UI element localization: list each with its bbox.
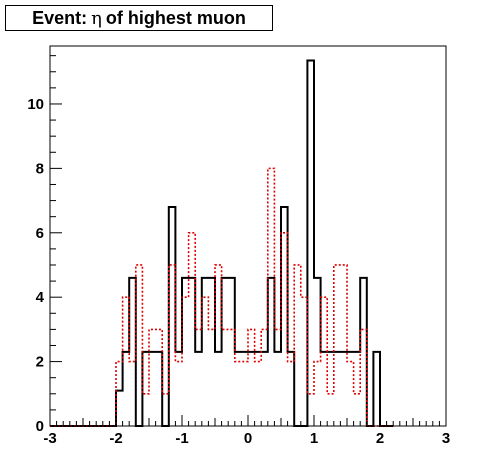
x-tick-label: -1: [175, 430, 188, 447]
chart-title-prefix: Event:: [32, 7, 88, 28]
y-tick-label: 0: [36, 418, 44, 435]
axis-layer: -3 -2 -1 0 1 2 3 0 2 4 6 8 10: [27, 55, 450, 447]
x-tick-label: -2: [109, 430, 122, 447]
chart-title-symbol: η: [91, 7, 102, 29]
y-tick-label: 8: [36, 160, 44, 177]
chart-title-suffix: of highest muon: [105, 7, 246, 28]
series-dotted-red: [50, 167, 394, 427]
x-tick-label: 2: [376, 430, 384, 447]
y-tick-label: 2: [36, 354, 44, 371]
series-solid-black: [50, 59, 394, 427]
x-tick-label: 1: [310, 430, 318, 447]
series-layer: [50, 59, 394, 427]
chart-title-box: Event: η of highest muon: [5, 5, 273, 31]
x-tick-label: 3: [442, 430, 450, 447]
y-tick-label: 6: [36, 225, 44, 242]
x-tick-label: 0: [244, 430, 252, 447]
plot-frame: [49, 45, 447, 427]
y-tick-label: 4: [36, 289, 45, 306]
y-tick-label: 10: [27, 96, 44, 113]
x-tick-label: -3: [43, 430, 56, 447]
